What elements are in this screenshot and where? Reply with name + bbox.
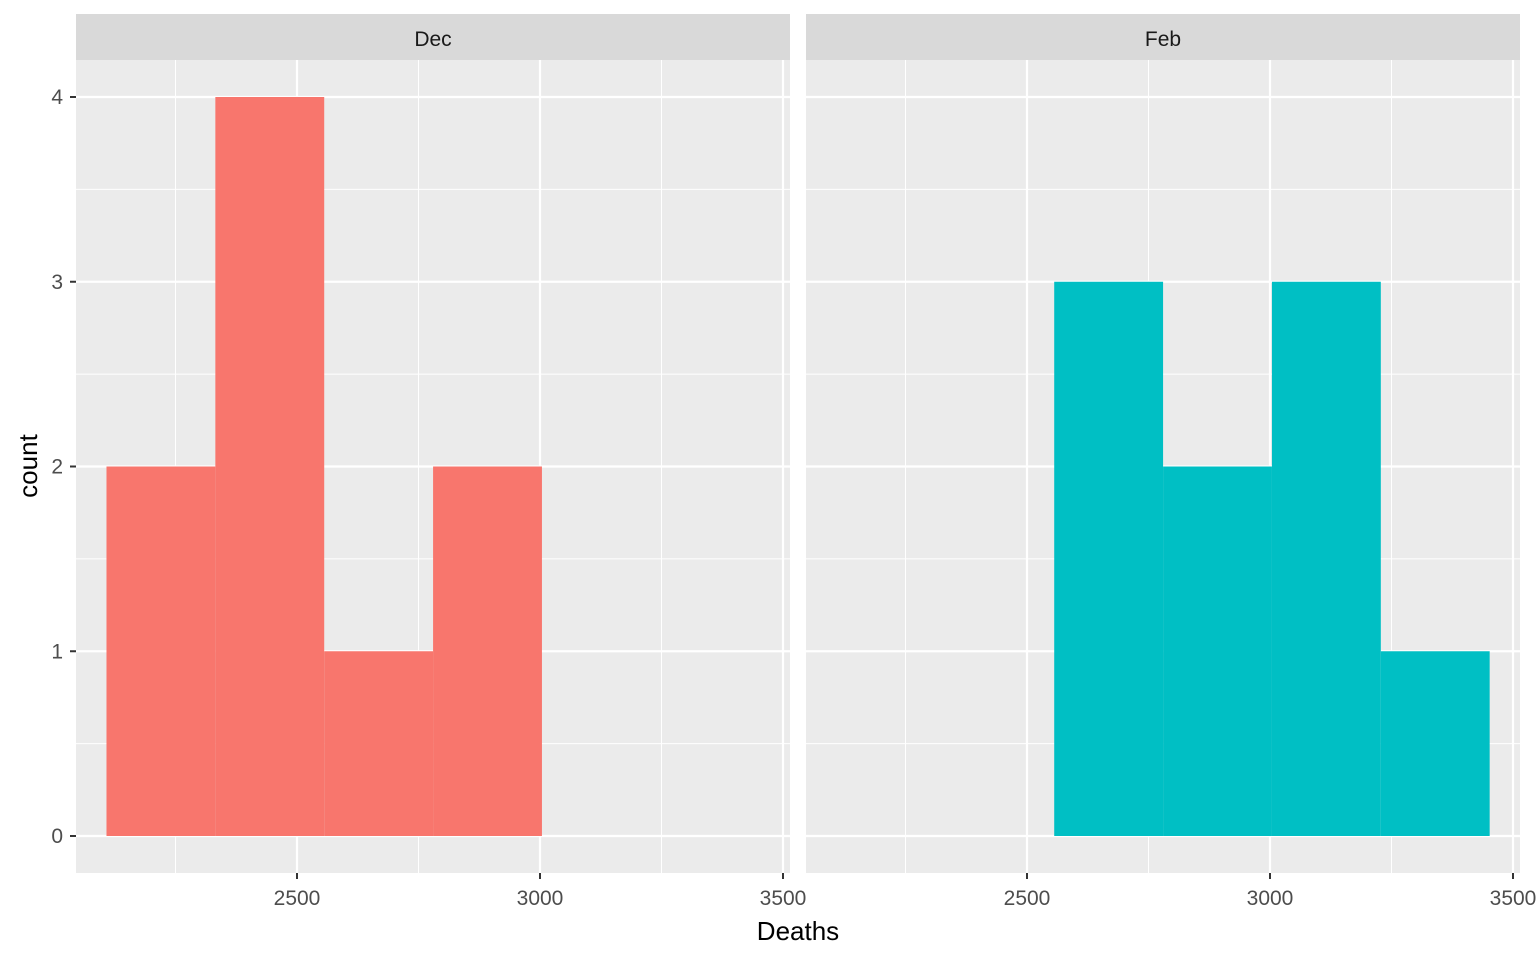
y-axis: 0 1 2 3 4 bbox=[51, 86, 76, 848]
y-tick-label: 1 bbox=[51, 640, 63, 663]
y-tick-label: 4 bbox=[51, 86, 63, 109]
histogram-bar bbox=[433, 466, 542, 836]
x-tick-label: 3000 bbox=[1247, 887, 1294, 910]
strip-label: Dec bbox=[414, 28, 451, 51]
histogram-bar bbox=[324, 651, 434, 836]
bars bbox=[106, 97, 542, 836]
panel-dec: Dec bbox=[76, 14, 790, 873]
histogram-bar bbox=[1380, 651, 1490, 836]
histogram-bar bbox=[106, 466, 216, 836]
panel-feb: Feb bbox=[806, 14, 1520, 873]
histogram-bar bbox=[1054, 281, 1164, 836]
strip-background bbox=[76, 14, 790, 60]
y-axis-title: count bbox=[13, 433, 43, 497]
histogram-bar bbox=[215, 97, 325, 836]
strip-background bbox=[806, 14, 1520, 60]
x-tick-label: 3000 bbox=[517, 887, 564, 910]
bars bbox=[1054, 281, 1490, 836]
y-tick-label: 3 bbox=[51, 271, 63, 294]
x-tick-label: 3500 bbox=[760, 887, 807, 910]
x-axis-title: Deaths bbox=[757, 916, 839, 946]
x-tick-label: 2500 bbox=[1004, 887, 1051, 910]
x-tick-label: 2500 bbox=[274, 887, 321, 910]
y-tick-label: 0 bbox=[51, 825, 63, 848]
y-tick-label: 2 bbox=[51, 456, 63, 479]
histogram-bar bbox=[1163, 466, 1272, 836]
strip-label: Feb bbox=[1145, 28, 1181, 51]
x-tick-label: 3500 bbox=[1490, 887, 1536, 910]
x-axis: 2500 3000 3500 2500 3000 3500 bbox=[274, 873, 1536, 910]
histogram-bar bbox=[1271, 281, 1381, 836]
